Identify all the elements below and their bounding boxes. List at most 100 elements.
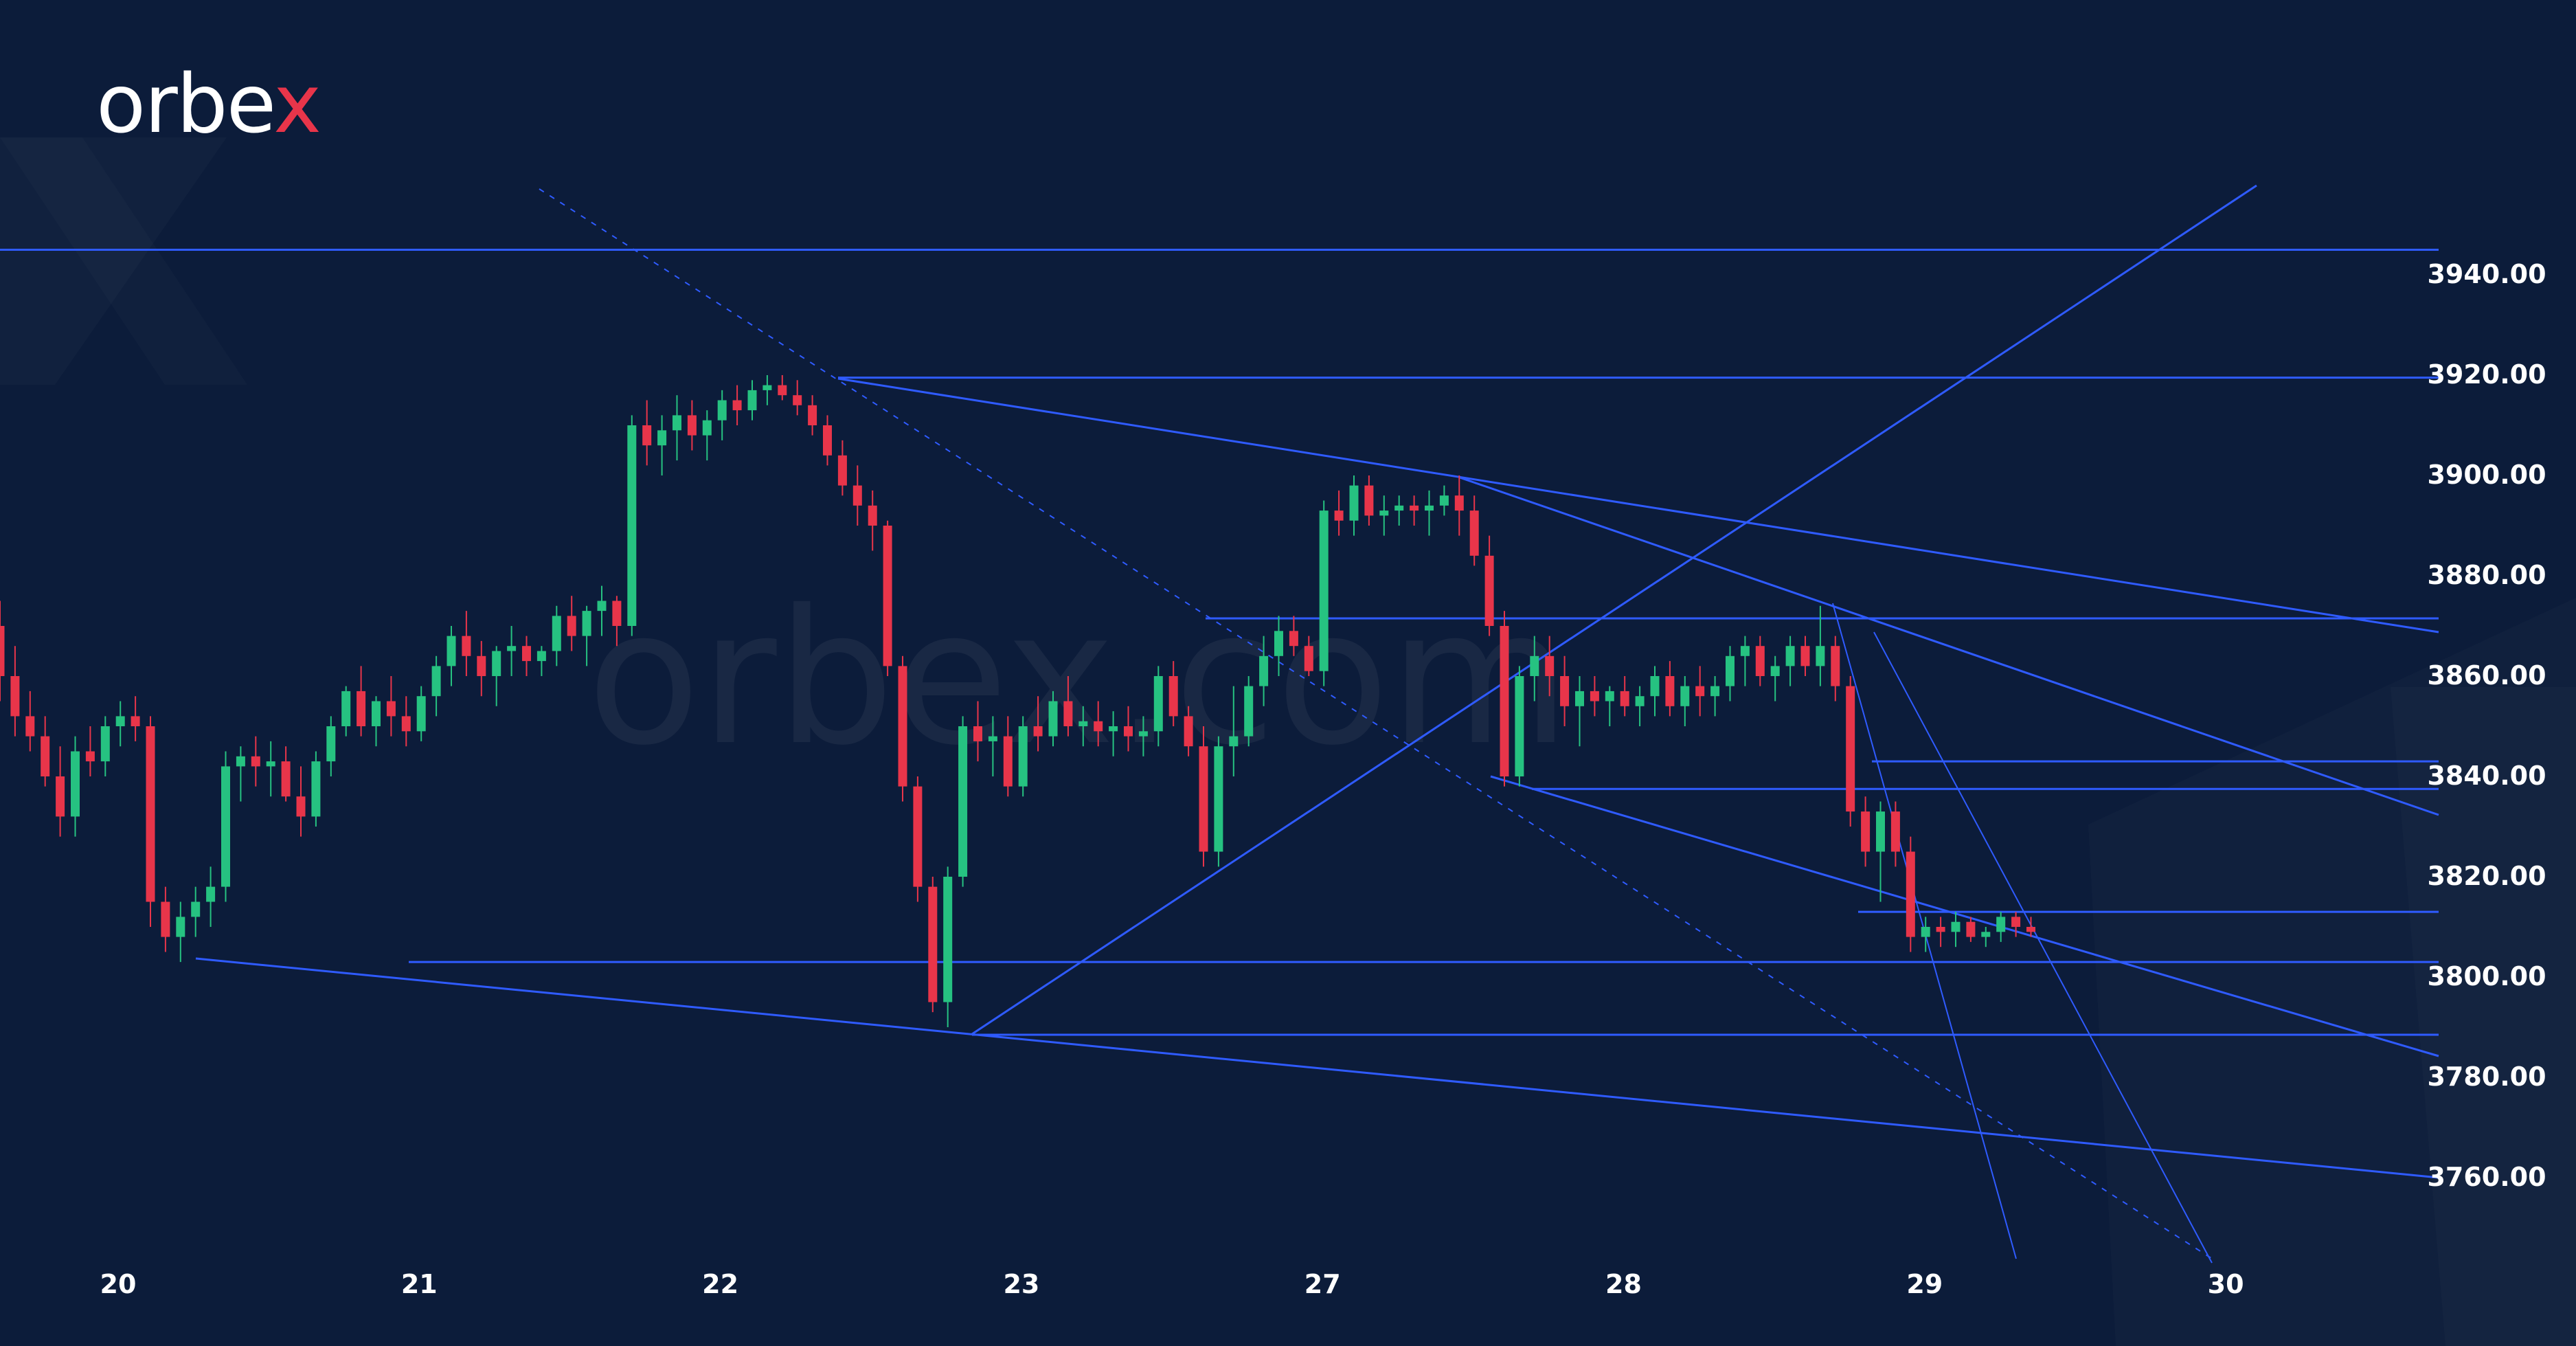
- y-tick-label: 3880.00: [2427, 560, 2546, 590]
- candle: [492, 646, 501, 706]
- candle: [1289, 616, 1298, 656]
- y-tick-label: 3780.00: [2427, 1062, 2546, 1092]
- candle: [1530, 636, 1539, 702]
- candle: [71, 736, 80, 837]
- candle: [2026, 917, 2035, 937]
- candle: [1214, 736, 1223, 867]
- candle: [778, 375, 787, 401]
- candle: [1695, 666, 1705, 717]
- candle: [1605, 686, 1614, 726]
- candle: [808, 395, 817, 436]
- candle: [702, 410, 712, 461]
- candle: [1199, 726, 1208, 867]
- candle: [582, 605, 591, 666]
- candle: [1425, 490, 1434, 536]
- candle: [597, 585, 607, 636]
- candle: [1048, 691, 1058, 747]
- candle: [673, 395, 681, 461]
- candle: [41, 716, 50, 787]
- candle: [852, 465, 862, 526]
- candle: [221, 751, 230, 902]
- x-tick-label: 28: [1605, 1269, 1642, 1299]
- candle: [1816, 605, 1825, 686]
- candle: [1304, 636, 1313, 676]
- candle: [1861, 796, 1871, 867]
- candle: [115, 701, 125, 747]
- candle: [1394, 495, 1404, 526]
- candle: [837, 440, 847, 496]
- candle: [1755, 636, 1765, 686]
- candle: [2011, 912, 2021, 937]
- candle: [281, 746, 291, 802]
- candle: [1635, 686, 1645, 726]
- candle: [687, 400, 697, 451]
- candle: [100, 716, 110, 776]
- candle: [1469, 495, 1479, 566]
- candle: [567, 596, 576, 651]
- candle: [1229, 686, 1239, 776]
- y-tick-label: 3800.00: [2427, 961, 2546, 991]
- candle: [928, 877, 938, 1013]
- candle: [1575, 676, 1584, 747]
- candle: [943, 866, 953, 1027]
- candle: [1650, 666, 1660, 717]
- candle: [161, 886, 170, 952]
- y-tick-label: 3820.00: [2427, 861, 2546, 891]
- candle: [1153, 666, 1163, 747]
- candle: [536, 646, 546, 676]
- candle: [176, 901, 185, 963]
- candle: [612, 596, 622, 647]
- candle: [747, 380, 757, 420]
- candle: [1966, 917, 1976, 942]
- logo-x-text: x: [273, 56, 321, 151]
- candle: [416, 686, 426, 741]
- candle: [131, 696, 140, 741]
- candle: [1094, 701, 1103, 747]
- candle: [1410, 495, 1419, 526]
- y-tick-label: 3840.00: [2427, 761, 2546, 791]
- y-tick-label: 3900.00: [2427, 460, 2546, 490]
- candle: [1906, 836, 1915, 952]
- trend-line: [1459, 476, 2439, 816]
- candle: [10, 646, 20, 737]
- candle: [1996, 912, 2006, 942]
- candle: [1334, 490, 1344, 536]
- candle: [296, 766, 306, 837]
- trend-line: [195, 957, 2439, 1179]
- candle: [1063, 676, 1073, 737]
- candle: [266, 741, 275, 797]
- candle: [1500, 611, 1509, 787]
- candle: [1349, 475, 1359, 536]
- candle: [1003, 716, 1013, 797]
- candle: [988, 716, 997, 776]
- candle: [1726, 646, 1735, 702]
- candle: [1138, 716, 1148, 756]
- y-tick-label: 3920.00: [2427, 359, 2546, 390]
- candle: [236, 746, 245, 802]
- candle: [1876, 801, 1885, 902]
- candle: [823, 415, 832, 466]
- y-tick-label: 3760.00: [2427, 1162, 2546, 1192]
- trend-line: [837, 377, 2439, 633]
- watermark-text: orbex.com: [587, 570, 1570, 786]
- candle: [1890, 801, 1900, 867]
- candle: [1484, 535, 1494, 636]
- x-tick-label: 20: [100, 1269, 137, 1299]
- date-axis: 20 21 22 23 27 28 29 30: [100, 1269, 2244, 1299]
- logo-main-text: orbe: [96, 56, 275, 151]
- candle: [1800, 636, 1810, 676]
- candle: [1364, 475, 1374, 526]
- candle: [1244, 676, 1254, 747]
- candle: [1680, 676, 1690, 726]
- candle: [1274, 616, 1283, 676]
- candle: [1454, 475, 1464, 536]
- candle: [1785, 636, 1795, 686]
- trend-line: [539, 188, 2216, 1261]
- candle: [311, 751, 321, 827]
- candle: [507, 626, 517, 676]
- candle: [1319, 500, 1329, 686]
- candle: [326, 716, 336, 776]
- candle: [1665, 661, 1675, 717]
- candle: [372, 696, 381, 747]
